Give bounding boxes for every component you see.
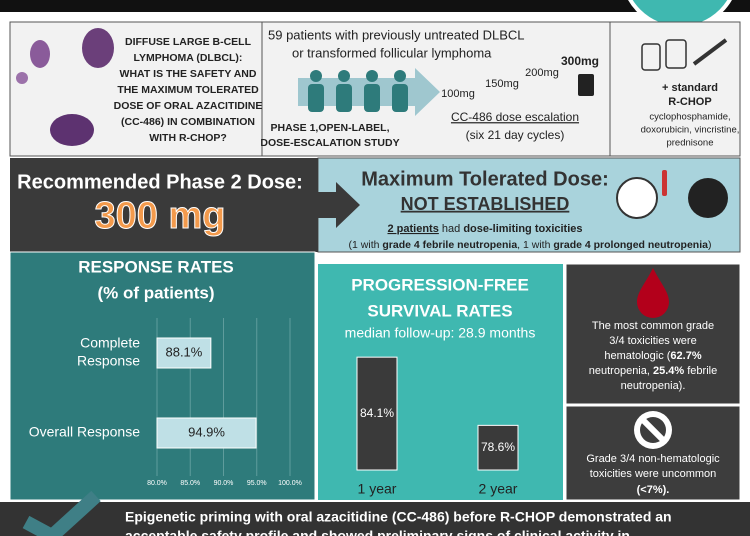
rchop-title: + standard: [662, 82, 718, 94]
question-line: (CC-486) IN COMBINATION: [121, 116, 255, 128]
study: PHASE 1,OPEN-LABEL,: [270, 122, 389, 134]
bar: [156, 337, 212, 369]
note-part: grade 4 febrile neutropenia: [382, 239, 517, 251]
x-tick-label: 85.0%: [180, 480, 200, 487]
note-part: 2 patients: [387, 223, 438, 235]
tox-part: hematologic (: [604, 350, 670, 362]
tox-part: 25.4%: [653, 365, 684, 377]
nonheme-line: toxicities were uncommon: [590, 468, 717, 480]
x-tick-label: 90.0%: [214, 480, 234, 487]
chart-subtitle: (% of patients): [97, 283, 214, 302]
escalation: (six 21 day cycles): [466, 128, 565, 142]
chart-subtitle: median follow-up: 28.9 months: [345, 325, 536, 341]
question-line: WITH R-CHOP?: [149, 132, 227, 144]
drug-icons: [641, 38, 728, 71]
rp2d-value: 300 mg: [95, 195, 226, 237]
bar: [156, 417, 257, 449]
note-part: had: [439, 223, 463, 235]
cell-icon: [50, 114, 94, 146]
toxicity-line: The most common grade: [592, 320, 714, 332]
rchop-drugs: prednisone: [666, 138, 713, 149]
population: 59 patients with previously untreated DL…: [268, 27, 525, 42]
question-line: DIFFUSE LARGE B-CELL: [125, 36, 252, 48]
conclusion: Epigenetic priming with oral azacitidine…: [125, 509, 672, 525]
check-icon: [22, 490, 101, 536]
note-part: , 1 with: [517, 239, 553, 251]
question: DIFFUSE LARGE B-CELL LYMPHOMA (DLBCL): WHA…: [114, 36, 263, 144]
dose: 300mg: [561, 54, 599, 68]
toxicity-line: 3/4 toxicities were: [609, 335, 696, 347]
chart-title: SURVIVAL RATES: [367, 301, 512, 320]
x-tick-label: 1 year: [358, 481, 397, 497]
value-label: 94.9%: [188, 424, 225, 439]
tox-part: febrile: [684, 365, 717, 377]
escalation: CC-486 dose escalation: [451, 110, 579, 124]
toxicity-line: neutropenia).: [621, 380, 686, 392]
conclusion: acceptable safety profile and showed pre…: [125, 528, 630, 536]
mtd-value: NOT ESTABLISHED: [401, 194, 570, 214]
question-line: THE MAXIMUM TOLERATED: [117, 84, 259, 96]
cells: [16, 28, 114, 146]
no-icon: [634, 411, 672, 449]
value-label: 88.1%: [165, 344, 202, 359]
mtd-title: Maximum Tolerated Dose:: [361, 168, 608, 190]
response-panel: [9, 251, 316, 501]
dose: 200mg: [525, 67, 559, 79]
mtd-note: 2 patients had dose-limiting toxicities: [387, 223, 582, 235]
mtd-panel: [317, 157, 741, 253]
x-tick-label: 2 year: [479, 481, 518, 497]
tox-part: 62.7%: [670, 350, 701, 362]
nonheme-line: Grade 3/4 non-hematologic: [586, 453, 720, 465]
x-tick-label: 95.0%: [247, 480, 267, 487]
question-line: WHAT IS THE SAFETY AND: [120, 68, 257, 80]
conclusion-bar: [0, 502, 750, 536]
heads-icon: [616, 170, 728, 219]
y-tick-label: Overall Response: [29, 424, 140, 440]
value-label: 84.1%: [360, 406, 394, 420]
arrow: [318, 182, 360, 228]
toxicity-line: neutropenia, 25.4% febrile: [589, 365, 717, 377]
rchop-title: R-CHOP: [668, 96, 711, 108]
rp2d-label: Recommended Phase 2 Dose:: [17, 171, 303, 193]
top-strip: [0, 0, 750, 12]
cell-icon: [30, 40, 50, 68]
bar: [356, 356, 398, 471]
note-part: dose-limiting toxicities: [463, 223, 582, 235]
dose: 150mg: [485, 78, 519, 90]
cell-icon: [82, 28, 114, 68]
note-part: ): [708, 239, 712, 251]
dose: 100mg: [441, 88, 475, 100]
y-tick-label: Response: [77, 353, 140, 369]
nonheme-line: (<7%).: [637, 484, 670, 496]
cell-icon: [16, 72, 28, 84]
chart-title: RESPONSE RATES: [78, 257, 234, 276]
note-part: (1 with: [349, 239, 383, 251]
study: DOSE-ESCALATION STUDY: [260, 137, 399, 149]
question-line: LYMPHOMA (DLBCL):: [134, 52, 243, 64]
pfs-panel: [318, 264, 563, 500]
chart-title: PROGRESSION-FREE: [351, 275, 529, 294]
pill-bottle: [578, 74, 594, 96]
value-label: 78.6%: [481, 440, 515, 454]
mtd-note: (1 with grade 4 febrile neutropenia, 1 w…: [349, 239, 712, 251]
y-tick-label: Complete: [80, 335, 140, 351]
question-line: DOSE OF ORAL AZACITIDINE: [114, 100, 263, 112]
toxicity-line: hematologic (62.7%: [604, 350, 701, 362]
rp2d-panel: [10, 158, 318, 252]
bar: [477, 424, 519, 471]
note-part: grade 4 prolonged neutropenia: [553, 239, 708, 251]
rchop-drugs: doxorubicin, vincristine,: [641, 125, 740, 136]
tox-part: neutropenia,: [589, 365, 653, 377]
population: or transformed follicular lymphoma: [292, 45, 492, 60]
toxicity-text: The most common grade 3/4 toxicities wer…: [589, 320, 717, 392]
drop-icon: [637, 268, 669, 318]
rchop-drugs: cyclophosphamide,: [649, 112, 730, 123]
x-tick-label: 80.0%: [147, 480, 167, 487]
x-tick-label: 100.0%: [278, 480, 302, 487]
people-icon: [308, 70, 408, 112]
